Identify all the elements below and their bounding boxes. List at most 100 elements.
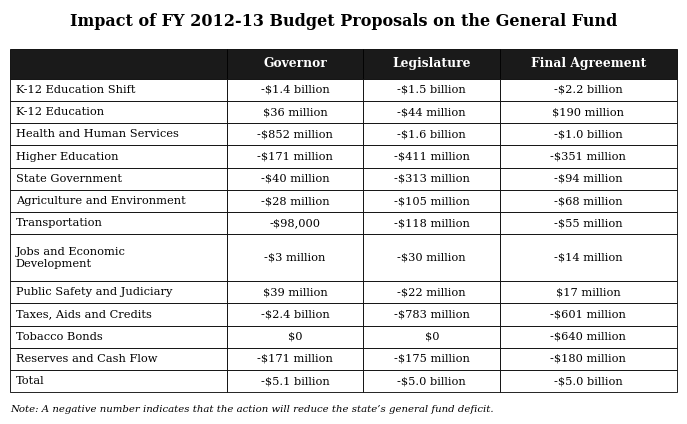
Bar (10, 123, 227, 145)
Bar (10, 303, 227, 326)
Bar (10, 212, 227, 234)
Bar (10, 281, 227, 303)
Text: -$28 million: -$28 million (261, 196, 330, 206)
Bar (227, 326, 363, 348)
Text: Transportation: Transportation (16, 218, 102, 228)
Text: -$180 million: -$180 million (550, 354, 627, 364)
Bar (363, 370, 500, 392)
Text: -$175 million: -$175 million (394, 354, 470, 364)
Text: -$44 million: -$44 million (398, 107, 466, 117)
Text: $0: $0 (425, 332, 439, 342)
Bar (500, 49, 677, 79)
Bar (500, 167, 677, 190)
Text: -$1.6 billion: -$1.6 billion (397, 129, 466, 139)
Text: Legislature: Legislature (392, 57, 471, 70)
Bar (10, 326, 227, 348)
Text: Governor: Governor (263, 57, 327, 70)
Text: -$5.0 billion: -$5.0 billion (397, 376, 466, 386)
Bar (500, 281, 677, 303)
Text: Tobacco Bonds: Tobacco Bonds (16, 332, 102, 342)
Text: -$1.4 billion: -$1.4 billion (261, 85, 330, 95)
Bar (500, 101, 677, 123)
Bar (227, 212, 363, 234)
Bar (363, 101, 500, 123)
Text: K-12 Education: K-12 Education (16, 107, 104, 117)
Text: -$5.1 billion: -$5.1 billion (261, 376, 330, 386)
Text: -$30 million: -$30 million (398, 253, 466, 263)
Text: -$1.0 billion: -$1.0 billion (554, 129, 623, 139)
Text: -$1.5 billion: -$1.5 billion (397, 85, 466, 95)
Text: Note: A negative number indicates that the action will reduce the state’s genera: Note: A negative number indicates that t… (10, 405, 494, 414)
Bar (227, 49, 363, 79)
Bar (500, 212, 677, 234)
Text: -$98,000: -$98,000 (270, 218, 321, 228)
Text: -$411 million: -$411 million (394, 151, 470, 162)
Text: -$351 million: -$351 million (550, 151, 627, 162)
Text: Higher Education: Higher Education (16, 151, 118, 162)
Bar (363, 49, 500, 79)
Text: $36 million: $36 million (263, 107, 328, 117)
Text: $39 million: $39 million (263, 287, 328, 297)
Text: Health and Human Services: Health and Human Services (16, 129, 179, 139)
Text: Total: Total (16, 376, 45, 386)
Bar (500, 190, 677, 212)
Text: Reserves and Cash Flow: Reserves and Cash Flow (16, 354, 157, 364)
Text: -$2.4 billion: -$2.4 billion (261, 310, 330, 319)
Bar (227, 234, 363, 281)
Bar (500, 234, 677, 281)
Bar (500, 123, 677, 145)
Bar (227, 79, 363, 101)
Text: -$2.2 billion: -$2.2 billion (554, 85, 623, 95)
Bar (363, 79, 500, 101)
Bar (227, 145, 363, 167)
Bar (10, 190, 227, 212)
Bar (227, 190, 363, 212)
Bar (363, 123, 500, 145)
Bar (500, 145, 677, 167)
Bar (363, 167, 500, 190)
Bar (363, 348, 500, 370)
Bar (10, 145, 227, 167)
Text: -$105 million: -$105 million (394, 196, 470, 206)
Bar (227, 123, 363, 145)
Text: $190 million: $190 million (552, 107, 624, 117)
Bar (227, 101, 363, 123)
Text: Agriculture and Environment: Agriculture and Environment (16, 196, 185, 206)
Bar (363, 212, 500, 234)
Bar (363, 303, 500, 326)
Text: Final Agreement: Final Agreement (531, 57, 646, 70)
Bar (363, 234, 500, 281)
Text: -$3 million: -$3 million (264, 253, 326, 263)
Text: -$14 million: -$14 million (554, 253, 622, 263)
Text: Public Safety and Judiciary: Public Safety and Judiciary (16, 287, 172, 297)
Bar (10, 348, 227, 370)
Bar (500, 303, 677, 326)
Text: -$313 million: -$313 million (394, 174, 470, 184)
Text: -$601 million: -$601 million (550, 310, 627, 319)
Text: -$640 million: -$640 million (550, 332, 627, 342)
Text: Taxes, Aids and Credits: Taxes, Aids and Credits (16, 310, 152, 319)
Bar (10, 79, 227, 101)
Text: Impact of FY 2012-13 Budget Proposals on the General Fund: Impact of FY 2012-13 Budget Proposals on… (70, 14, 617, 31)
Text: -$55 million: -$55 million (554, 218, 622, 228)
Bar (500, 370, 677, 392)
Text: State Government: State Government (16, 174, 122, 184)
Bar (227, 167, 363, 190)
Text: -$94 million: -$94 million (554, 174, 622, 184)
Text: Jobs and Economic
Development: Jobs and Economic Development (16, 247, 126, 268)
Bar (10, 167, 227, 190)
Text: -$171 million: -$171 million (257, 354, 333, 364)
Bar (227, 348, 363, 370)
Bar (227, 281, 363, 303)
Text: K-12 Education Shift: K-12 Education Shift (16, 85, 135, 95)
Bar (10, 49, 227, 79)
Text: $0: $0 (288, 332, 302, 342)
Bar (227, 370, 363, 392)
Text: -$5.0 billion: -$5.0 billion (554, 376, 623, 386)
Bar (10, 234, 227, 281)
Text: $17 million: $17 million (556, 287, 621, 297)
Bar (10, 101, 227, 123)
Bar (227, 303, 363, 326)
Bar (500, 326, 677, 348)
Text: -$852 million: -$852 million (257, 129, 333, 139)
